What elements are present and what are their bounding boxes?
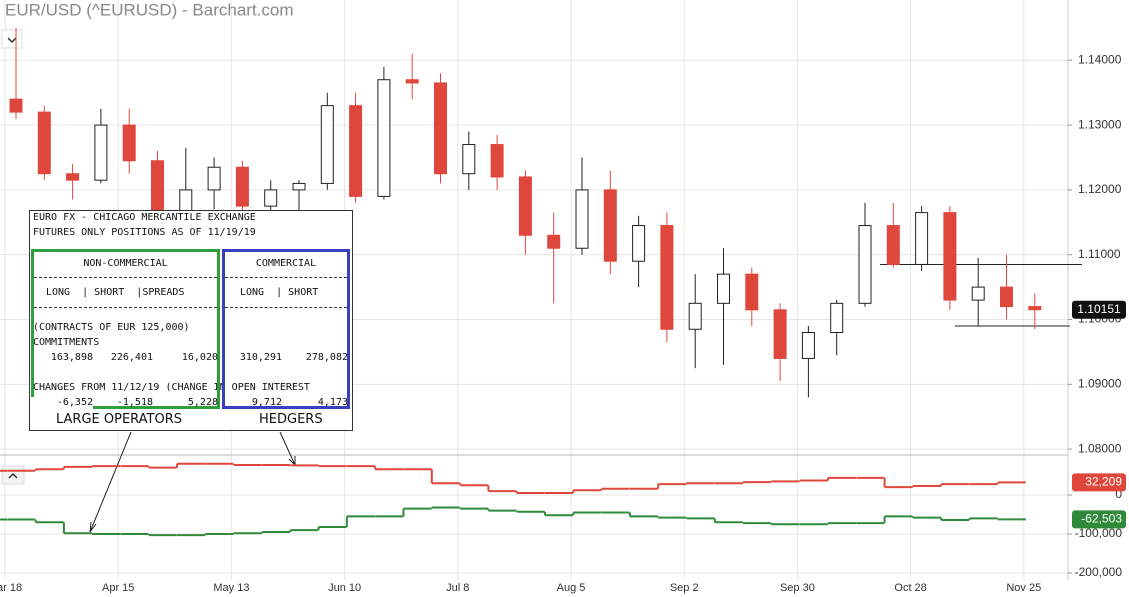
candle-body: [915, 212, 929, 265]
candle-body: [37, 111, 51, 175]
candle-body: [1028, 306, 1042, 311]
y-tick-label: 1.09000: [1078, 377, 1122, 391]
x-tick-label: Jun 10: [328, 582, 361, 594]
cot-table: EURO FX - CHICAGO MERCANTILE EXCHANGE FU…: [29, 210, 353, 431]
y-tick-label: -100,000: [1075, 526, 1123, 540]
value-tag: [1072, 473, 1126, 492]
candle-body: [603, 189, 617, 262]
non-commercial-box: [31, 249, 220, 409]
candle-body: [518, 176, 532, 236]
candle-body: [971, 286, 985, 301]
group-label: HEDGERS: [259, 412, 323, 427]
candle-body: [292, 182, 306, 191]
arrow-head: [288, 456, 296, 466]
candle-body: [66, 173, 80, 181]
column-group-header: COMMERCIAL: [255, 258, 317, 269]
separator: [34, 277, 217, 278]
x-tick-label: Jul 8: [446, 582, 469, 594]
row-label: COMMITMENTS: [33, 337, 100, 348]
candle-body: [745, 273, 759, 311]
y-tick-label: 1.14000: [1078, 52, 1122, 66]
expand-button[interactable]: [1, 465, 25, 485]
candle-body: [886, 225, 900, 265]
candle-body: [235, 166, 249, 207]
cell: 9,712: [251, 397, 282, 408]
group-label: LARGE OPERATORS: [56, 412, 183, 427]
value-label: 32,209: [1085, 475, 1122, 489]
candle-body: [632, 225, 646, 262]
candle-body: [94, 124, 108, 181]
collapse-button[interactable]: [1, 29, 23, 49]
column-headers: LONG | SHORT |SPREADS: [46, 287, 185, 298]
x-tick-label: May 13: [213, 582, 249, 594]
candle-body: [349, 105, 363, 197]
cell: 4,173: [317, 397, 348, 408]
candle-body: [122, 124, 136, 162]
x-tick-label: Nov 25: [1006, 582, 1041, 594]
candle-body: [688, 302, 702, 330]
cell: -1,518: [116, 397, 153, 408]
candle-body: [858, 225, 872, 304]
separator: [34, 307, 217, 308]
value-tag: [1072, 510, 1126, 529]
cell: 5,228: [187, 397, 218, 408]
x-tick-label: Aug 5: [557, 582, 586, 594]
candle-body: [801, 332, 815, 359]
column-headers: LONG | SHORT: [240, 287, 319, 298]
candle-body: [320, 105, 334, 184]
units-text: (CONTRACTS OF EUR 125,000): [33, 322, 190, 333]
commercial-box: [222, 249, 350, 409]
candle-body: [264, 189, 278, 207]
x-tick-label: Sep 30: [780, 582, 815, 594]
pointer-line: [279, 431, 296, 466]
y-tick-label: 1.11000: [1078, 247, 1121, 261]
last-price-label: 1.10151: [1077, 302, 1121, 316]
y-tick-label: 1.12000: [1078, 182, 1122, 196]
candle-body: [462, 144, 476, 175]
candle-body: [490, 144, 504, 178]
candle-body: [405, 79, 419, 84]
candle-body: [207, 166, 221, 191]
cell: 278,082: [305, 352, 348, 363]
x-tick-label: Mar 18: [0, 582, 22, 594]
last-price-tag: [1072, 300, 1126, 319]
candle-body: [1000, 286, 1013, 308]
cell: 310,291: [239, 352, 282, 363]
chart-title: EUR/USD (^EURUSD) - Barchart.com: [5, 0, 294, 19]
separator: [225, 307, 347, 308]
candle-body: [717, 273, 730, 304]
pointer-line: [89, 431, 132, 533]
candle-body: [575, 189, 589, 249]
cell: 163,898: [50, 352, 93, 363]
y-tick-label: 1.08000: [1078, 441, 1122, 455]
candle-body: [547, 234, 561, 249]
y-tick-label: 0: [1115, 487, 1122, 501]
candle-body: [377, 79, 391, 197]
cell: 226,401: [110, 352, 153, 363]
table-subtitle: FUTURES ONLY POSITIONS AS OF 11/19/19: [33, 227, 256, 238]
value-label: -62,503: [1081, 512, 1122, 526]
y-tick-label: 1.13000: [1078, 117, 1122, 131]
candle-body: [943, 212, 957, 301]
column-group-header: NON-COMMERCIAL: [83, 258, 168, 269]
x-tick-label: Sep 2: [670, 582, 699, 594]
cell: -6,352: [30, 397, 93, 409]
table-title: EURO FX - CHICAGO MERCANTILE EXCHANGE: [33, 212, 256, 223]
candle-body: [434, 82, 447, 175]
separator: [225, 277, 347, 278]
x-tick-label: Apr 15: [102, 582, 134, 594]
candle-body: [773, 309, 787, 359]
candle-body: [660, 225, 674, 330]
arrow-head: [89, 521, 97, 533]
cell: 16,020: [181, 352, 218, 363]
y-tick-label: -200,000: [1075, 565, 1123, 579]
candle-body: [830, 302, 844, 334]
x-tick-label: Oct 28: [894, 582, 926, 594]
candle-body: [9, 98, 23, 113]
